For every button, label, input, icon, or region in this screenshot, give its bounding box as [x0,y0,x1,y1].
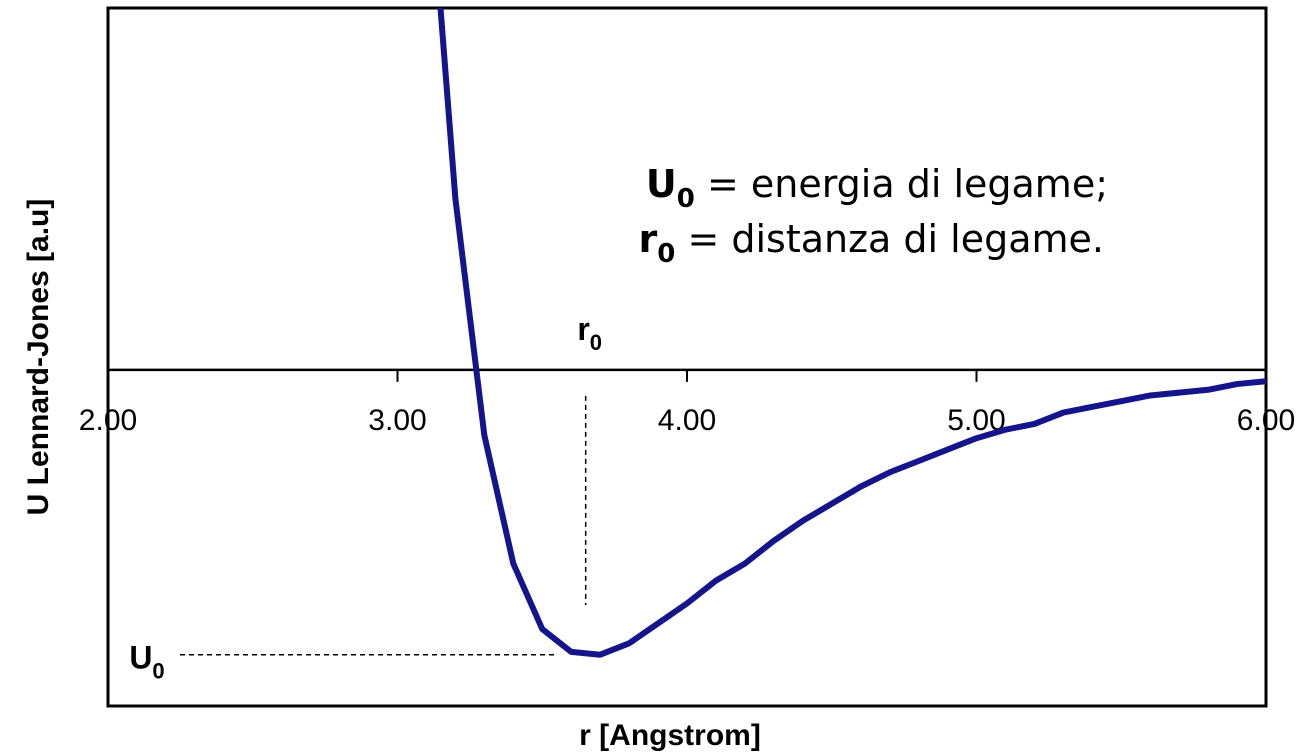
x-tick-label: 4.00 [658,404,716,437]
annotations: U0 = energia di legame; r0 = distanza di… [639,162,1108,269]
subscript: 0 [590,330,602,355]
annotation-text: = distanza di legame. [675,217,1104,261]
annotation-text: = energia di legame; [695,162,1108,206]
annotation: r0 = distanza di legame. [639,217,1104,269]
symbol: r [577,311,589,347]
curve [437,8,1266,658]
x-tick-label: 6.00 [1237,404,1295,437]
y-axis-label: U Lennard-Jones [a.u] [22,199,55,516]
subscript: 0 [152,659,164,684]
symbol: U [646,162,677,206]
reference-label: U0 [129,640,164,684]
subscript: 0 [677,184,695,214]
plot-frame [106,6,1268,708]
subscript: 0 [657,239,675,269]
reference-label: r0 [577,311,602,355]
symbol: U [129,640,152,676]
symbol: r [639,217,658,261]
annotation: U0 = energia di legame; [646,162,1108,214]
x-tick-label: 2.00 [79,404,137,437]
x-axis-label: r [Angstrom] [579,719,761,752]
x-tick-label: 3.00 [368,404,426,437]
